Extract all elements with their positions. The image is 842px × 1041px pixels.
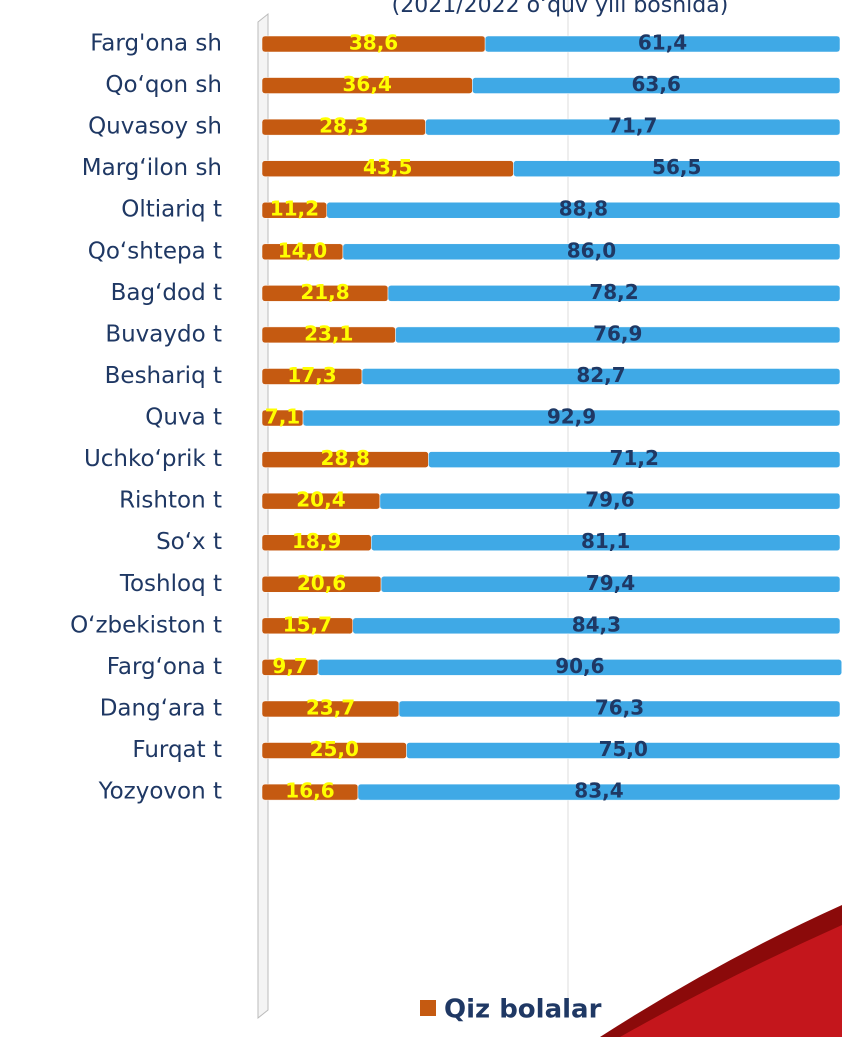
category-label: Marg‘ilon sh (82, 155, 222, 181)
value-label: 16,6 (285, 779, 334, 803)
category-label: Uchko‘prik t (84, 446, 222, 472)
category-label: Oltiariq t (121, 197, 222, 223)
chart: (2021/2022 o‘quv yili boshida) Farg'ona … (0, 0, 842, 1037)
value-label: 28,8 (321, 446, 370, 470)
value-label: 71,7 (608, 114, 657, 138)
category-label: Qo‘qon sh (105, 72, 222, 98)
category-label: Farg‘ona t (107, 654, 222, 680)
category-label: Farg'ona sh (90, 31, 222, 57)
value-label: 18,9 (292, 529, 341, 553)
value-label: 43,5 (363, 155, 412, 179)
decoration (620, 925, 842, 1037)
category-label: O‘zbekiston t (70, 612, 222, 638)
category-label: Dang‘ara t (100, 695, 222, 721)
value-label: 28,3 (319, 114, 368, 138)
value-label: 56,5 (652, 155, 701, 179)
value-label: 15,7 (283, 612, 332, 636)
value-label: 76,9 (593, 321, 642, 345)
category-label: Furqat t (132, 737, 222, 763)
value-label: 20,4 (296, 488, 345, 512)
value-label: 86,0 (567, 238, 616, 262)
page: {"chart_data": {"type": "stacked-bar-hor… (0, 0, 842, 1037)
legend-label: Qiz bolalar (444, 995, 602, 1025)
value-label: 17,3 (287, 363, 336, 387)
value-label: 82,7 (576, 363, 625, 387)
category-label: Beshariq t (105, 363, 222, 389)
value-label: 63,6 (632, 72, 681, 96)
value-label: 78,2 (589, 280, 638, 304)
category-label: Buvaydo t (105, 321, 222, 347)
category-label: Qo‘shtepa t (88, 238, 222, 264)
value-label: 71,2 (610, 446, 659, 470)
value-label: 20,6 (297, 571, 346, 595)
value-label: 36,4 (343, 72, 392, 96)
value-label: 84,3 (572, 612, 621, 636)
value-label: 88,8 (559, 197, 608, 221)
value-label: 76,3 (595, 695, 644, 719)
legend-swatch (420, 1000, 436, 1016)
value-label: 23,1 (304, 321, 353, 345)
subtitle: (2021/2022 o‘quv yili boshida) (392, 0, 729, 18)
value-label: 79,6 (585, 488, 634, 512)
value-label: 81,1 (581, 529, 630, 553)
category-label: Toshloq t (119, 571, 222, 597)
value-label: 61,4 (638, 31, 687, 55)
value-label: 38,6 (349, 31, 398, 55)
value-label: 25,0 (310, 737, 359, 761)
value-label: 7,1 (265, 405, 300, 429)
value-label: 21,8 (300, 280, 349, 304)
value-label: 92,9 (547, 405, 596, 429)
value-label: 75,0 (599, 737, 648, 761)
category-label: Yozyovon t (98, 779, 222, 805)
value-label: 23,7 (306, 695, 355, 719)
category-label: Bag‘dod t (111, 280, 222, 306)
value-label: 9,7 (272, 654, 307, 678)
value-label: 11,2 (270, 197, 319, 221)
value-label: 14,0 (278, 238, 327, 262)
value-label: 90,6 (555, 654, 604, 678)
category-label: Rishton t (119, 488, 222, 514)
category-label: So‘x t (156, 529, 222, 555)
value-label: 79,4 (586, 571, 635, 595)
category-label: Quvasoy sh (88, 114, 222, 140)
value-label: 83,4 (574, 779, 623, 803)
category-label: Quva t (145, 405, 222, 431)
